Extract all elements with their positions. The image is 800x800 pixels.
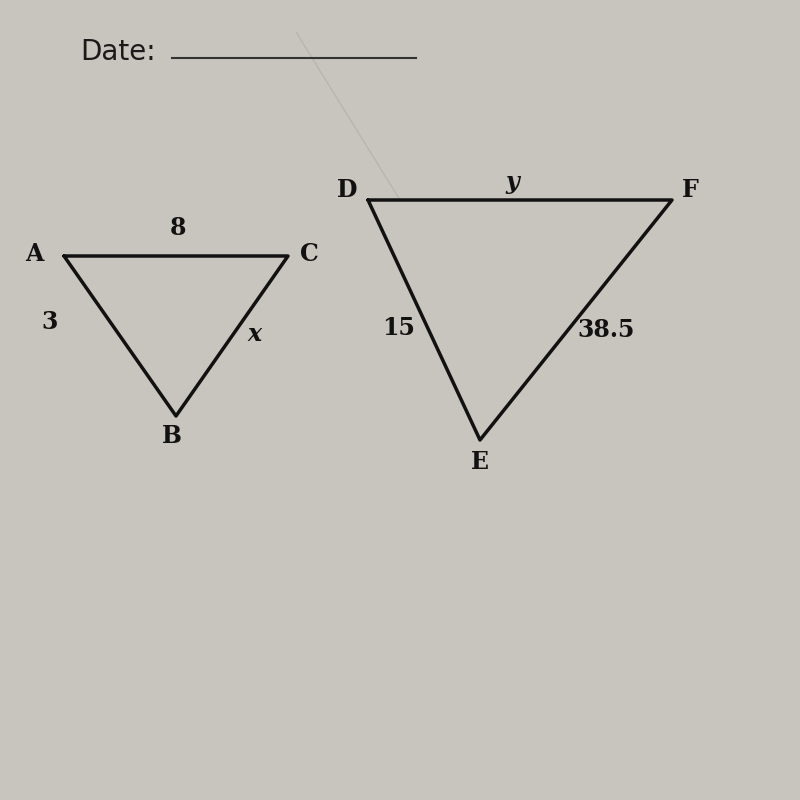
Text: 38.5: 38.5: [578, 318, 635, 342]
Text: x: x: [247, 322, 262, 346]
Text: 3: 3: [42, 310, 58, 334]
Text: A: A: [25, 242, 43, 266]
Text: B: B: [162, 424, 182, 448]
Text: F: F: [682, 178, 698, 202]
Text: E: E: [471, 450, 489, 474]
Text: C: C: [300, 242, 318, 266]
Text: D: D: [337, 178, 358, 202]
Text: 15: 15: [382, 316, 415, 340]
Text: Date:: Date:: [80, 38, 156, 66]
Text: 8: 8: [170, 216, 186, 240]
Text: y: y: [505, 170, 519, 194]
